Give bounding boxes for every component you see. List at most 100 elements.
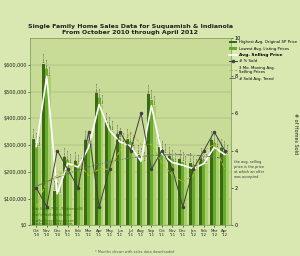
Text: $245,000: $245,000 [68,148,70,158]
Text: $295,000: $295,000 [159,135,161,145]
Text: $248,000: $248,000 [173,147,175,158]
Text: $605,000: $605,000 [44,52,46,62]
Text: www.FindRealEstateNow.com: www.FindRealEstateNow.com [32,213,72,217]
Text: * Months shown with sales data downloaded: * Months shown with sales data downloade… [95,250,175,254]
Bar [160,150,164,225]
Bar [171,159,174,225]
Bar [48,76,51,225]
Bar [56,192,59,225]
Bar [98,99,100,225]
Bar [59,194,62,225]
Bar [116,134,118,225]
Bar [142,161,146,225]
Text: $212,000: $212,000 [197,157,199,167]
Text: $297,000: $297,000 [134,134,136,145]
Bar [168,156,171,225]
Bar [32,138,35,225]
Bar [80,167,82,225]
Bar [153,106,156,225]
Bar [63,157,66,225]
Bar [87,143,90,225]
Bar [178,159,182,225]
Text: $452,000: $452,000 [103,93,104,103]
Text: $255,000: $255,000 [141,146,143,156]
Text: $470,000: $470,000 [152,88,154,99]
Text: $130,000: $130,000 [55,179,57,189]
Bar [35,143,38,225]
Text: # of Homes Sold: # of Homes Sold [293,113,298,154]
Text: $225,000: $225,000 [186,154,188,164]
Text: $230,000: $230,000 [79,152,81,163]
Bar [200,157,202,225]
Bar [158,146,160,225]
Legend: Highest Avg. Original SP Price, Lowest Avg. Listing Prices, Avg. Selling Price, : Highest Avg. Original SP Price, Lowest A… [230,40,297,81]
Text: $295,000: $295,000 [40,135,42,145]
Bar [182,162,184,225]
Bar [226,155,229,225]
Text: $318,000: $318,000 [86,129,88,139]
Text: $558,000: $558,000 [50,65,52,75]
Bar [66,160,69,225]
Bar [84,140,87,225]
Bar [108,126,111,225]
Text: $495,000: $495,000 [97,82,99,92]
Text: www.Amy.RealEstateBlog.com: www.Amy.RealEstateBlog.com [32,222,74,226]
Bar [136,155,140,225]
Bar [220,148,223,225]
Text: $232,000: $232,000 [71,152,73,162]
Text: $320,000: $320,000 [212,128,214,138]
Text: $238,000: $238,000 [183,150,185,161]
Text: $240,000: $240,000 [144,150,146,160]
Text: $325,000: $325,000 [128,127,130,137]
Bar [122,142,124,225]
Text: $248,000: $248,000 [180,147,182,158]
Bar [105,122,108,225]
Bar [150,100,153,225]
Bar [189,163,192,225]
Bar [90,147,93,225]
Text: $265,000: $265,000 [139,143,140,153]
Text: $292,000: $292,000 [92,136,94,146]
Text: $118,000: $118,000 [61,182,63,193]
Text: $258,000: $258,000 [170,145,172,155]
Bar [192,165,195,225]
Text: $282,000: $282,000 [162,138,164,149]
Text: $235,000: $235,000 [191,151,193,161]
Text: $268,000: $268,000 [165,142,167,152]
Text: $448,000: $448,000 [155,94,157,104]
Bar [140,157,142,225]
Text: $265,000: $265,000 [228,143,230,153]
Bar [74,161,77,225]
Bar [132,146,135,225]
Text: Brian Sharpe, Ph.D. - Windermere RE: Brian Sharpe, Ph.D. - Windermere RE [32,207,83,211]
Text: $245,000: $245,000 [204,148,206,158]
Text: $292,000: $292,000 [218,136,220,146]
Text: $328,000: $328,000 [121,126,122,136]
Text: $255,000: $255,000 [201,146,203,156]
Bar [210,140,213,225]
Bar [129,142,132,225]
Text: $225,000: $225,000 [194,154,196,164]
Bar [38,146,41,225]
Bar [45,69,48,225]
Text: $325,000: $325,000 [34,127,36,137]
Bar [213,143,216,225]
Text: $310,000: $310,000 [37,131,39,141]
Text: $385,000: $385,000 [107,111,109,121]
Bar [174,163,177,225]
Text: $290,000: $290,000 [222,136,224,146]
Text: $279,000: $279,000 [225,139,227,150]
Bar [77,164,80,225]
Bar [195,169,198,225]
Text: $475,000: $475,000 [100,87,102,97]
Bar [205,164,208,225]
Bar [126,138,129,225]
Text: $312,000: $312,000 [131,130,133,141]
Bar [184,165,187,225]
Text: $307,000: $307,000 [89,132,91,142]
Bar [111,131,114,225]
Bar [223,151,226,225]
Text: $235,000: $235,000 [176,151,178,161]
Bar [147,94,150,225]
Bar [100,105,103,225]
